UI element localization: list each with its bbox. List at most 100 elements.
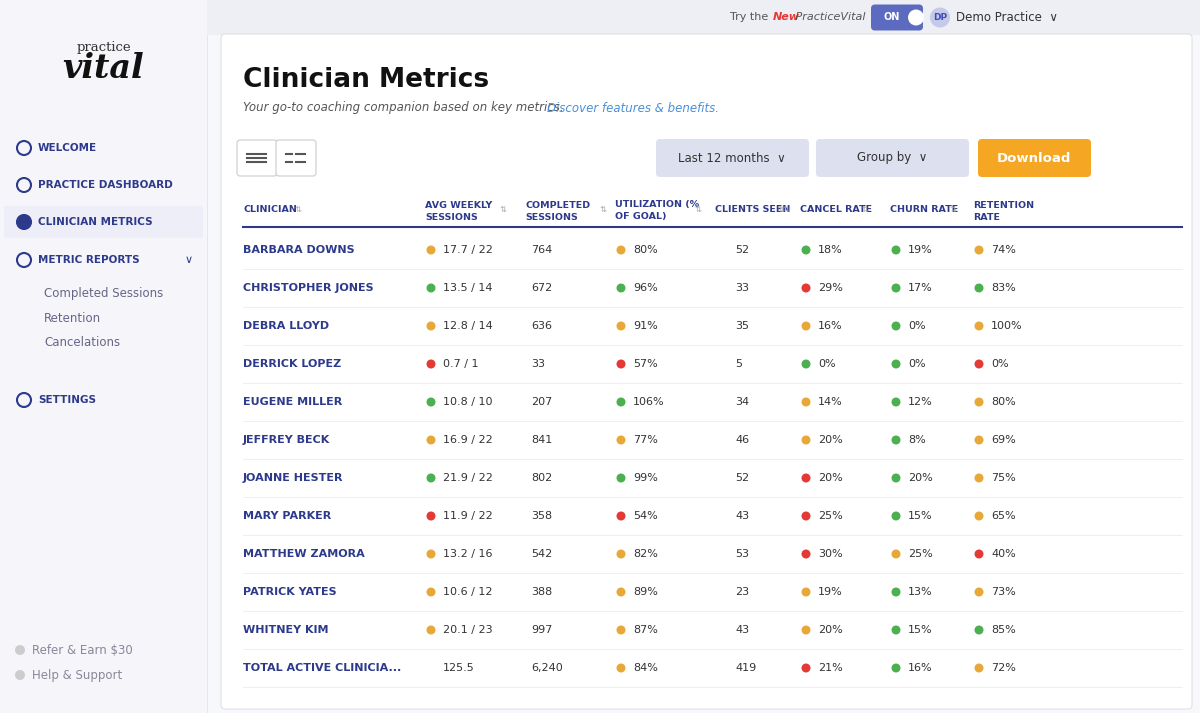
Text: 40%: 40% (991, 549, 1015, 559)
Text: 0%: 0% (908, 359, 925, 369)
Text: CLIENTS SEEN: CLIENTS SEEN (715, 205, 791, 215)
Text: 85%: 85% (991, 625, 1015, 635)
Text: ⇅: ⇅ (695, 205, 702, 215)
FancyBboxPatch shape (208, 0, 1200, 713)
Text: 17%: 17% (908, 283, 932, 293)
Text: 15%: 15% (908, 625, 932, 635)
Text: Clinician Metrics: Clinician Metrics (242, 67, 490, 93)
Circle shape (802, 664, 810, 672)
Text: 19%: 19% (818, 587, 842, 597)
Text: 20.1 / 23: 20.1 / 23 (443, 625, 493, 635)
Text: DEBRA LLOYD: DEBRA LLOYD (242, 321, 329, 331)
Circle shape (17, 215, 31, 229)
Text: 17.7 / 22: 17.7 / 22 (443, 245, 493, 255)
FancyBboxPatch shape (978, 139, 1091, 177)
Text: 997: 997 (530, 625, 552, 635)
Text: 87%: 87% (634, 625, 658, 635)
FancyBboxPatch shape (208, 0, 1200, 35)
Text: 106%: 106% (634, 397, 665, 407)
FancyBboxPatch shape (4, 206, 203, 238)
Text: CHRISTOPHER JONES: CHRISTOPHER JONES (242, 283, 373, 293)
Text: 20%: 20% (908, 473, 932, 483)
Text: 43: 43 (734, 625, 749, 635)
Circle shape (617, 473, 625, 483)
Text: 33: 33 (734, 283, 749, 293)
Circle shape (426, 245, 436, 255)
Circle shape (974, 322, 984, 331)
Text: ⇅: ⇅ (778, 205, 785, 215)
Text: 21%: 21% (818, 663, 842, 673)
Circle shape (802, 359, 810, 369)
Circle shape (974, 664, 984, 672)
Text: 5: 5 (734, 359, 742, 369)
Circle shape (892, 398, 900, 406)
Circle shape (426, 550, 436, 558)
Text: 43: 43 (734, 511, 749, 521)
Text: 13.5 / 14: 13.5 / 14 (443, 283, 492, 293)
Text: AVG WEEKLY: AVG WEEKLY (425, 200, 492, 210)
Text: COMPLETED: COMPLETED (526, 200, 590, 210)
Circle shape (14, 670, 25, 680)
Text: Your go-to coaching companion based on key metrics.: Your go-to coaching companion based on k… (242, 101, 564, 115)
Text: 15%: 15% (908, 511, 932, 521)
Text: 6,240: 6,240 (530, 663, 563, 673)
Text: 83%: 83% (991, 283, 1015, 293)
Text: MATTHEW ZAMORA: MATTHEW ZAMORA (242, 549, 365, 559)
FancyBboxPatch shape (221, 34, 1192, 709)
Circle shape (426, 511, 436, 520)
Circle shape (426, 588, 436, 597)
Circle shape (426, 625, 436, 635)
Text: practice: practice (76, 41, 131, 54)
Text: CHURN RATE: CHURN RATE (890, 205, 959, 215)
Text: SESSIONS: SESSIONS (526, 212, 577, 222)
Circle shape (802, 245, 810, 255)
Text: 23: 23 (734, 587, 749, 597)
Text: ⇅: ⇅ (500, 205, 508, 215)
Text: 16%: 16% (818, 321, 842, 331)
Text: 69%: 69% (991, 435, 1015, 445)
Text: 74%: 74% (991, 245, 1016, 255)
Text: 75%: 75% (991, 473, 1015, 483)
Text: 91%: 91% (634, 321, 658, 331)
Circle shape (802, 511, 810, 520)
Circle shape (974, 245, 984, 255)
Text: ⇅: ⇅ (784, 205, 790, 215)
FancyBboxPatch shape (276, 140, 316, 176)
Text: Download: Download (997, 151, 1072, 165)
Text: 89%: 89% (634, 587, 658, 597)
Text: 100%: 100% (991, 321, 1022, 331)
Circle shape (974, 398, 984, 406)
Text: 20%: 20% (818, 473, 842, 483)
Text: ON: ON (884, 13, 900, 23)
Circle shape (617, 664, 625, 672)
Text: 419: 419 (734, 663, 756, 673)
Text: 72%: 72% (991, 663, 1016, 673)
Text: 33: 33 (530, 359, 545, 369)
Circle shape (14, 645, 25, 655)
Circle shape (974, 511, 984, 520)
Text: PracticeVital: PracticeVital (792, 13, 865, 23)
Text: 96%: 96% (634, 283, 658, 293)
Circle shape (426, 322, 436, 331)
Circle shape (892, 511, 900, 520)
Text: New: New (773, 13, 800, 23)
Circle shape (892, 245, 900, 255)
Text: 358: 358 (530, 511, 552, 521)
Text: OF GOAL): OF GOAL) (616, 212, 666, 222)
Text: vital: vital (62, 51, 144, 85)
Text: 35: 35 (734, 321, 749, 331)
Text: SESSIONS: SESSIONS (425, 212, 478, 222)
Circle shape (802, 436, 810, 444)
Text: PRACTICE DASHBOARD: PRACTICE DASHBOARD (38, 180, 173, 190)
Text: 52: 52 (734, 245, 749, 255)
Text: 34: 34 (734, 397, 749, 407)
Text: 542: 542 (530, 549, 552, 559)
Circle shape (617, 588, 625, 597)
Text: Demo Practice  ∨: Demo Practice ∨ (956, 11, 1058, 24)
Text: 73%: 73% (991, 587, 1015, 597)
Circle shape (892, 322, 900, 331)
FancyBboxPatch shape (816, 139, 970, 177)
Text: 10.6 / 12: 10.6 / 12 (443, 587, 492, 597)
Text: 57%: 57% (634, 359, 658, 369)
Text: TOTAL ACTIVE CLINICIA...: TOTAL ACTIVE CLINICIA... (242, 663, 401, 673)
